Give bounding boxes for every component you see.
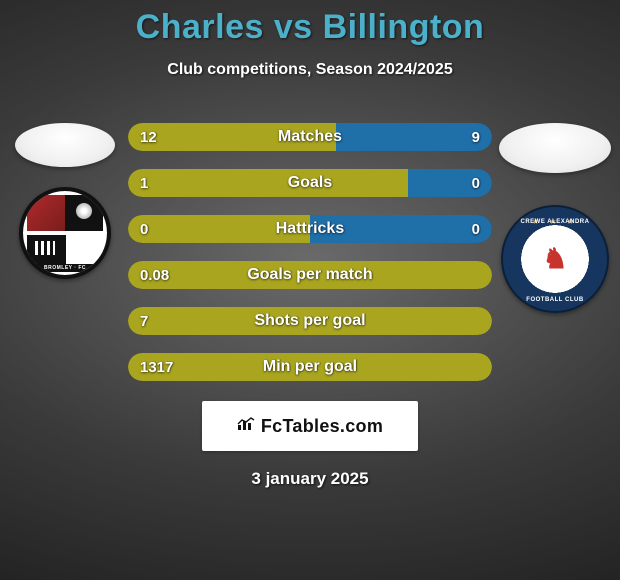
stat-value-right: 0 [472, 215, 480, 243]
club-logo-right-text-bot: FOOTBALL CLUB [503, 297, 607, 303]
club-logo-left: BROMLEY · FC [19, 187, 111, 279]
main-row: BROMLEY · FC 12Matches91Goals00Hattricks… [0, 123, 620, 381]
page-title: Charles vs Billington [0, 0, 620, 47]
brand-link[interactable]: FcTables.com [202, 401, 418, 451]
stat-bar: 0.08Goals per match [128, 261, 492, 289]
club-logo-left-text: BROMLEY · FC [23, 264, 107, 272]
brand-text: FcTables.com [261, 416, 383, 437]
chart-icon [237, 417, 255, 434]
club-logo-right: ★ ★ ★ CREWE ALEXANDRA ♞ FOOTBALL CLUB [501, 205, 609, 313]
date-line: 3 january 2025 [0, 469, 620, 489]
subtitle: Club competitions, Season 2024/2025 [0, 61, 620, 79]
stat-label: Min per goal [128, 353, 492, 381]
player-right-photo [499, 123, 611, 173]
stats-bars: 12Matches91Goals00Hattricks00.08Goals pe… [124, 123, 496, 381]
stat-label: Goals per match [128, 261, 492, 289]
content-root: Charles vs Billington Club competitions,… [0, 0, 620, 580]
stat-label: Matches [128, 123, 492, 151]
stat-label: Shots per goal [128, 307, 492, 335]
stat-bar: 7Shots per goal [128, 307, 492, 335]
lion-icon: ♞ [542, 242, 567, 275]
stat-label: Goals [128, 169, 492, 197]
club-logo-right-text-top: CREWE ALEXANDRA [503, 219, 607, 225]
stat-label: Hattricks [128, 215, 492, 243]
player-right-column: ★ ★ ★ CREWE ALEXANDRA ♞ FOOTBALL CLUB [496, 123, 614, 313]
stat-bar: 1317Min per goal [128, 353, 492, 381]
stat-value-right: 0 [472, 169, 480, 197]
stat-bar: 1Goals0 [128, 169, 492, 197]
player-left-photo [15, 123, 115, 167]
stat-bar: 12Matches9 [128, 123, 492, 151]
player-left-column: BROMLEY · FC [6, 123, 124, 279]
stat-bar: 0Hattricks0 [128, 215, 492, 243]
stat-value-right: 9 [472, 123, 480, 151]
